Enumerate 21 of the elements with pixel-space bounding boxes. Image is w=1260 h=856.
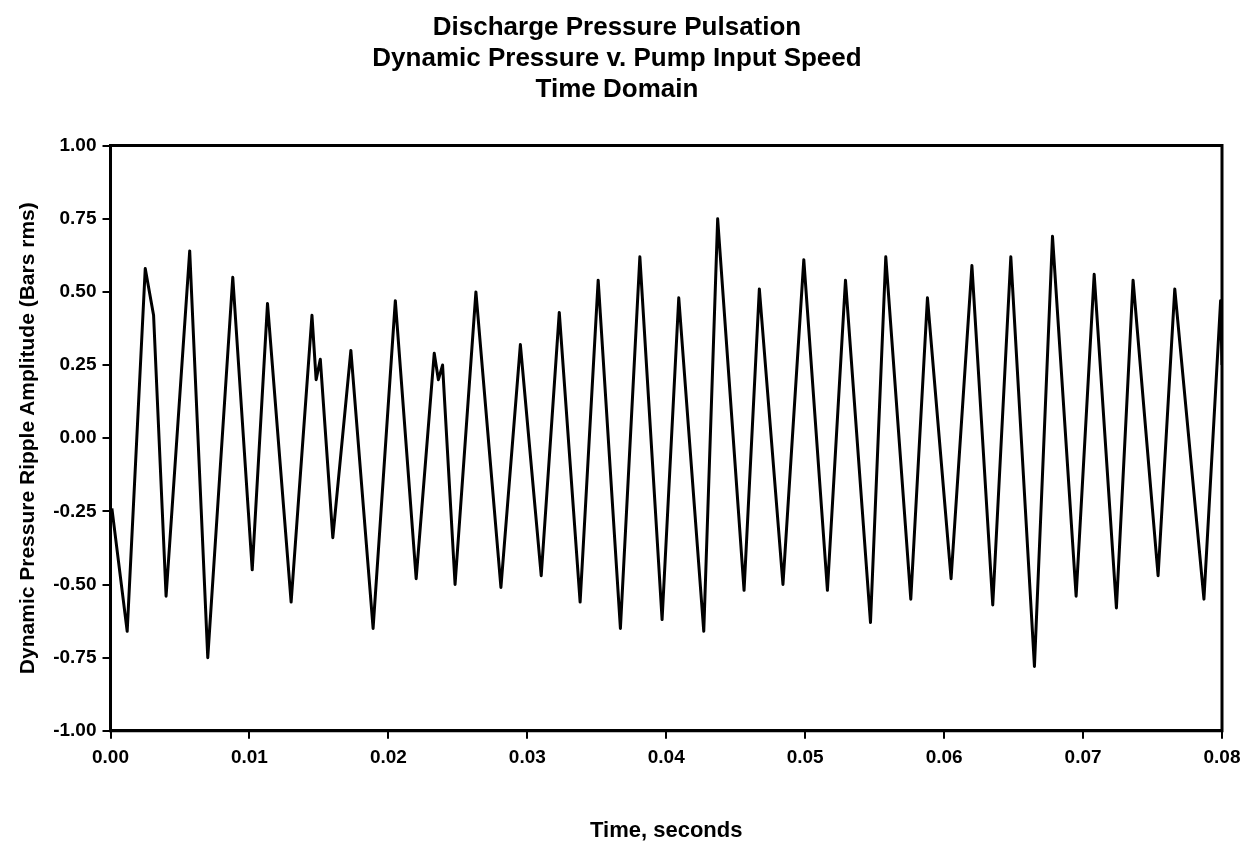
x-tick-label: 0.00 <box>92 746 129 768</box>
x-tick-label: 0.07 <box>1064 746 1102 768</box>
x-tick-label: 0.02 <box>369 746 407 768</box>
x-tick-label: 0.04 <box>647 746 686 768</box>
x-tick-label: 0.05 <box>786 746 825 768</box>
x-tick-label: 0.01 <box>230 746 269 768</box>
y-tick-label: -0.50 <box>53 572 97 594</box>
y-tick-label: -1.00 <box>53 719 97 741</box>
chart-title: Discharge Pressure Pulsation Dynamic Pressure v. Pump Input Speed Time Domain <box>372 10 862 104</box>
x-tick-label: 0.03 <box>508 746 546 768</box>
x-axis-title: Time, seconds <box>590 816 743 842</box>
x-tick-label: 0.06 <box>925 746 963 768</box>
y-tick-label: -0.25 <box>53 499 97 521</box>
y-tick-label: 0.75 <box>59 206 97 228</box>
y-tick-label: 1.00 <box>59 133 97 155</box>
x-tick-label: 0.08 <box>1203 746 1241 768</box>
y-tick-label: 0.25 <box>59 353 97 375</box>
y-tick-label: -0.75 <box>53 645 97 667</box>
y-tick-label: 0.00 <box>59 426 97 448</box>
y-axis-title: Dynamic Pressure Ripple Amplitude (Bars rms) <box>15 202 39 675</box>
y-tick-label: 0.50 <box>59 280 97 302</box>
